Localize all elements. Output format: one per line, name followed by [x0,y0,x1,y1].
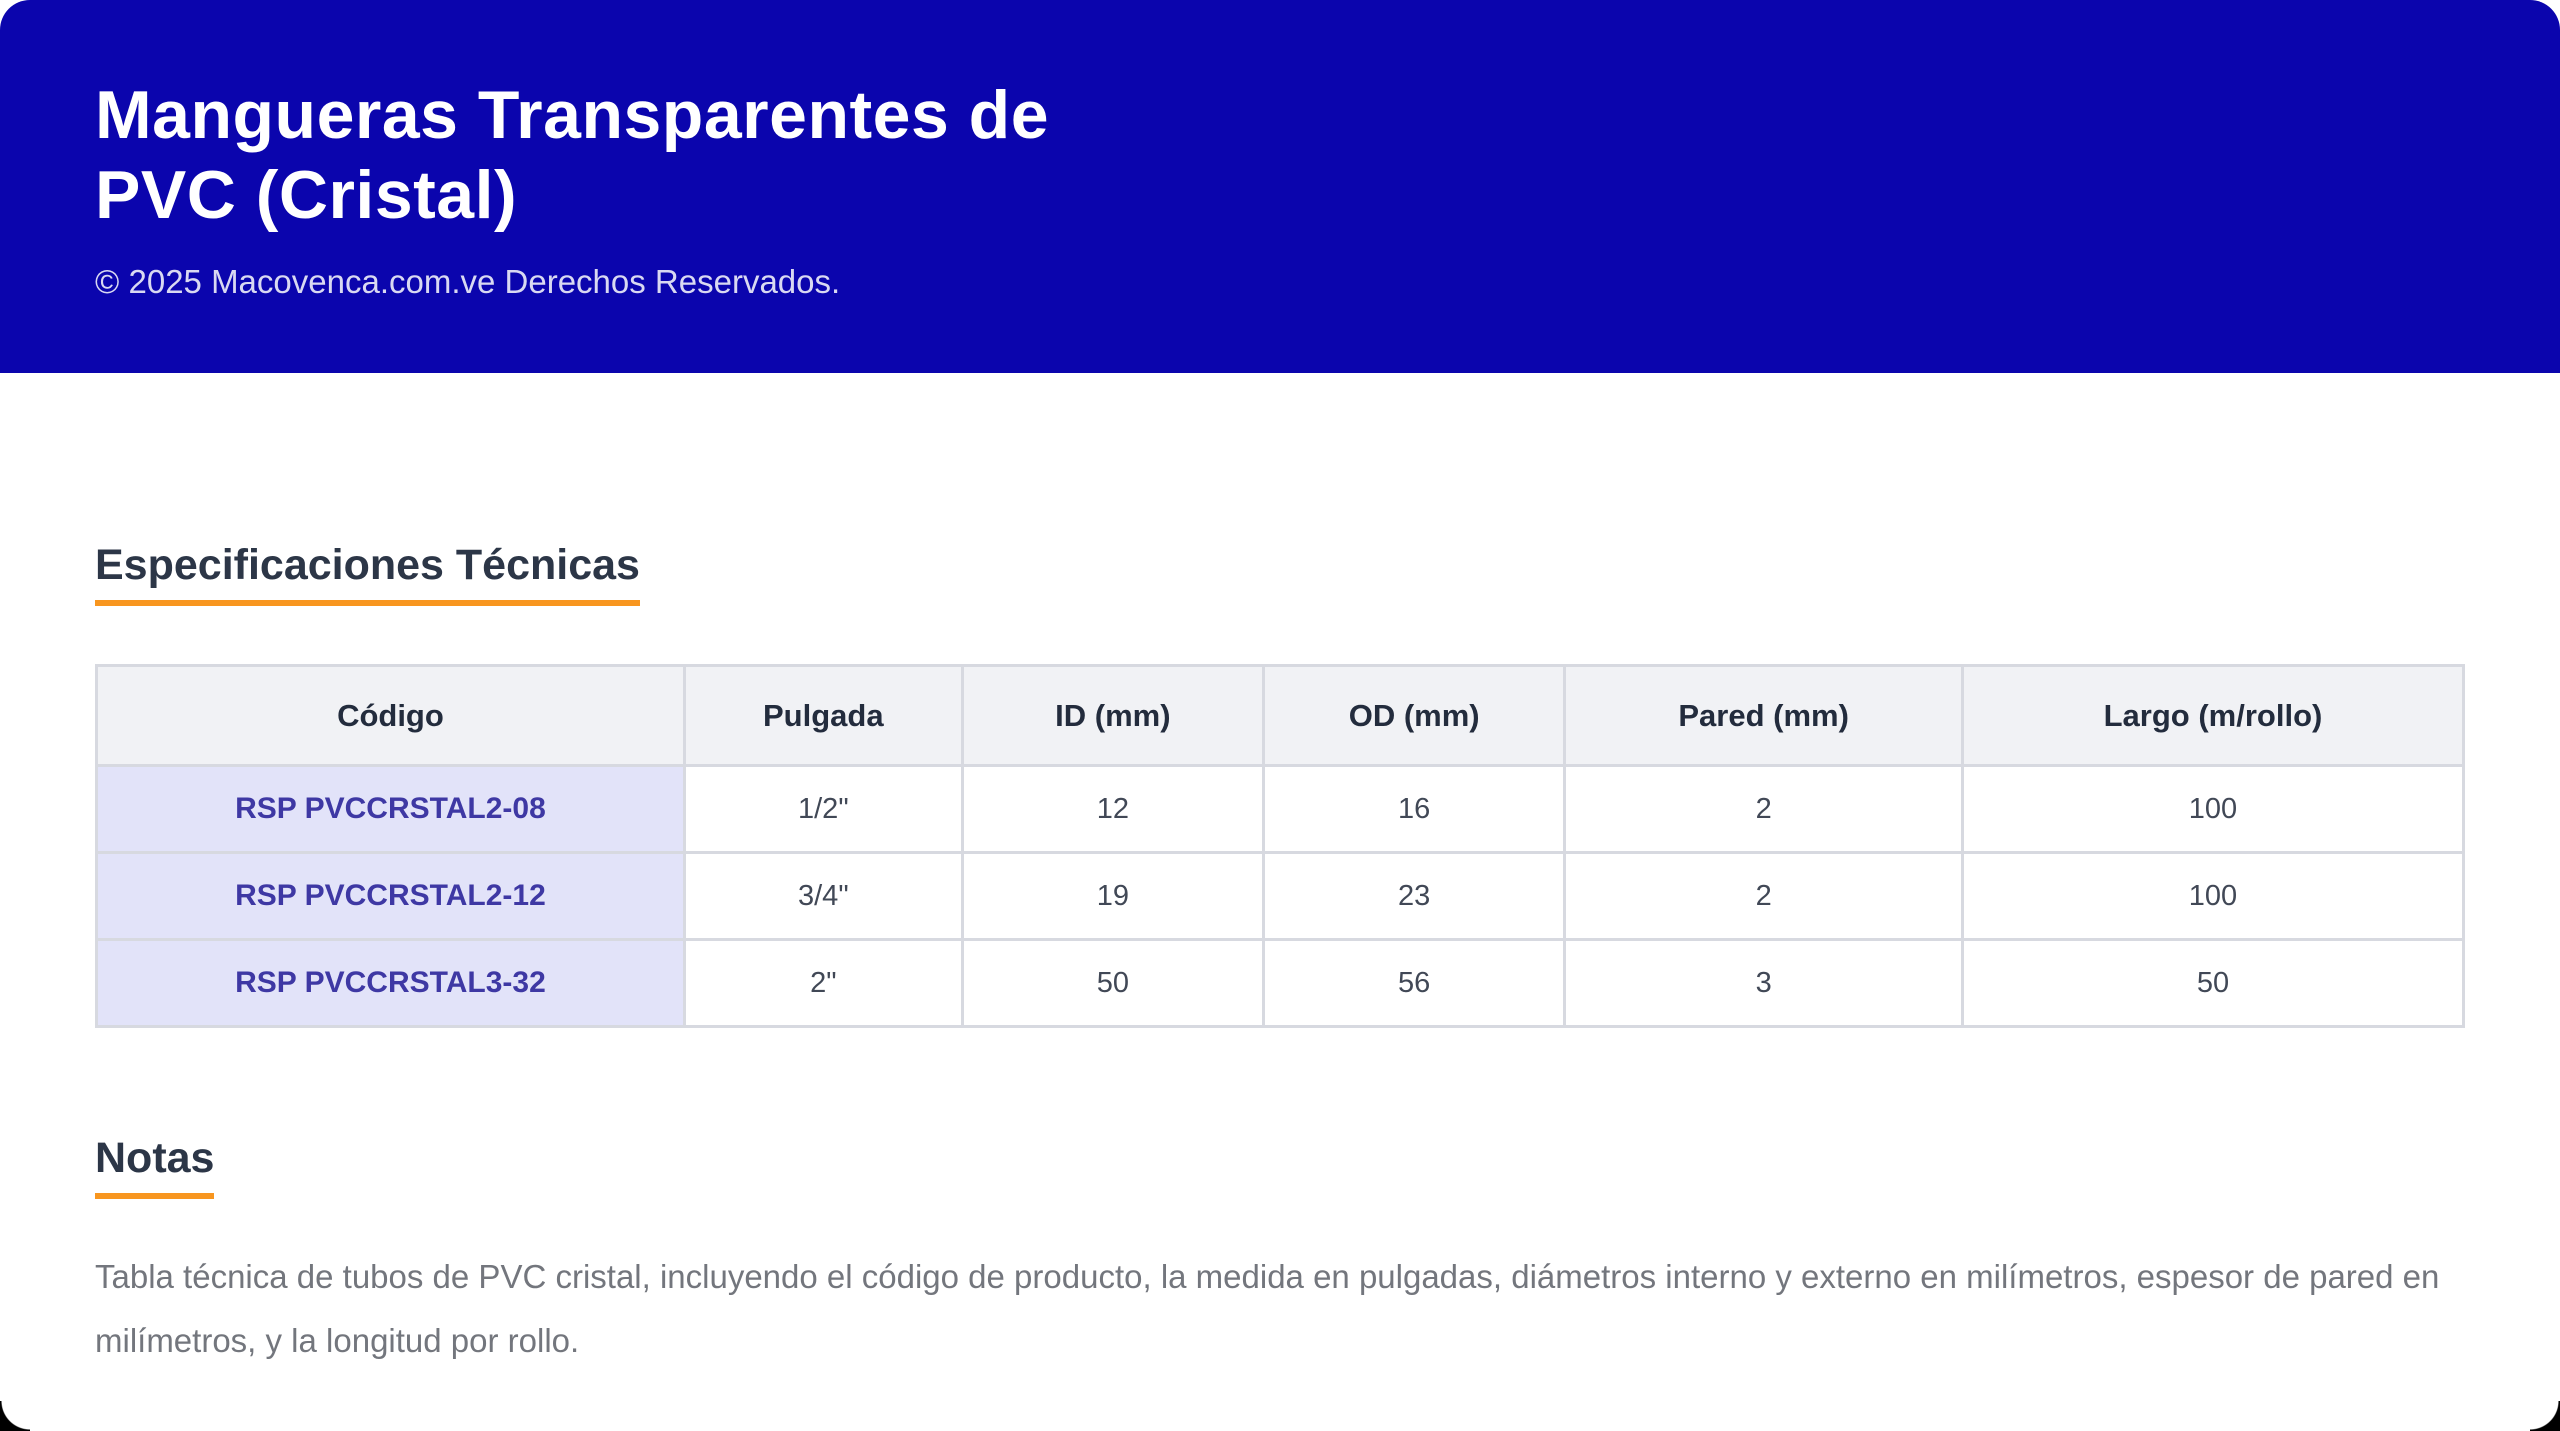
value-cell: 2" [685,941,961,1025]
value-cell: 23 [1265,854,1564,938]
column-header-largo: Largo (m/rollo) [1963,667,2462,764]
value-cell: 16 [1265,767,1564,851]
bottom-right-rounded-corner [2530,1401,2560,1431]
value-cell: 50 [1963,941,2462,1025]
value-cell: 100 [1963,854,2462,938]
notes-heading: Notas [95,1134,215,1199]
notes-section: Notas [95,1134,2465,1199]
copyright-text: © 2025 Macovenca.com.ve Derechos Reserva… [95,263,841,301]
value-cell: 19 [963,854,1263,938]
column-header-od-mm: OD (mm) [1265,667,1564,764]
value-cell: 56 [1265,941,1564,1025]
column-header-codigo: Código [98,667,683,764]
page-header: Mangueras Transparentes de PVC (Cristal)… [0,0,2560,373]
specs-section: Especificaciones Técnicas [95,541,2465,606]
bottom-left-rounded-corner [0,1401,30,1431]
value-cell: 1/2" [685,767,961,851]
column-header-pulgada: Pulgada [685,667,961,764]
table-row: RSP PVCCRSTAL3-32 2" 50 56 3 50 [98,941,2462,1025]
value-cell: 3 [1566,941,1961,1025]
value-cell: 2 [1566,767,1961,851]
value-cell: 50 [963,941,1263,1025]
table-row: RSP PVCCRSTAL2-12 3/4" 19 23 2 100 [98,854,2462,938]
value-cell: 2 [1566,854,1961,938]
code-cell: RSP PVCCRSTAL2-12 [98,854,683,938]
specs-table: Código Pulgada ID (mm) OD (mm) Pared (mm… [95,664,2465,1028]
table-header-row: Código Pulgada ID (mm) OD (mm) Pared (mm… [98,667,2462,764]
code-cell: RSP PVCCRSTAL2-08 [98,767,683,851]
value-cell: 100 [1963,767,2462,851]
column-header-id-mm: ID (mm) [963,667,1263,764]
notes-paragraph: Tabla técnica de tubos de PVC cristal, i… [95,1258,2440,1360]
column-header-pared-mm: Pared (mm) [1566,667,1961,764]
value-cell: 12 [963,767,1263,851]
page-title: Mangueras Transparentes de PVC (Cristal) [95,77,1050,233]
value-cell: 3/4" [685,854,961,938]
code-cell: RSP PVCCRSTAL3-32 [98,941,683,1025]
main-content: Especificaciones Técnicas Código Pulgada… [0,541,2560,1374]
specs-heading: Especificaciones Técnicas [95,541,640,606]
table-row: RSP PVCCRSTAL2-08 1/2" 12 16 2 100 [98,767,2462,851]
